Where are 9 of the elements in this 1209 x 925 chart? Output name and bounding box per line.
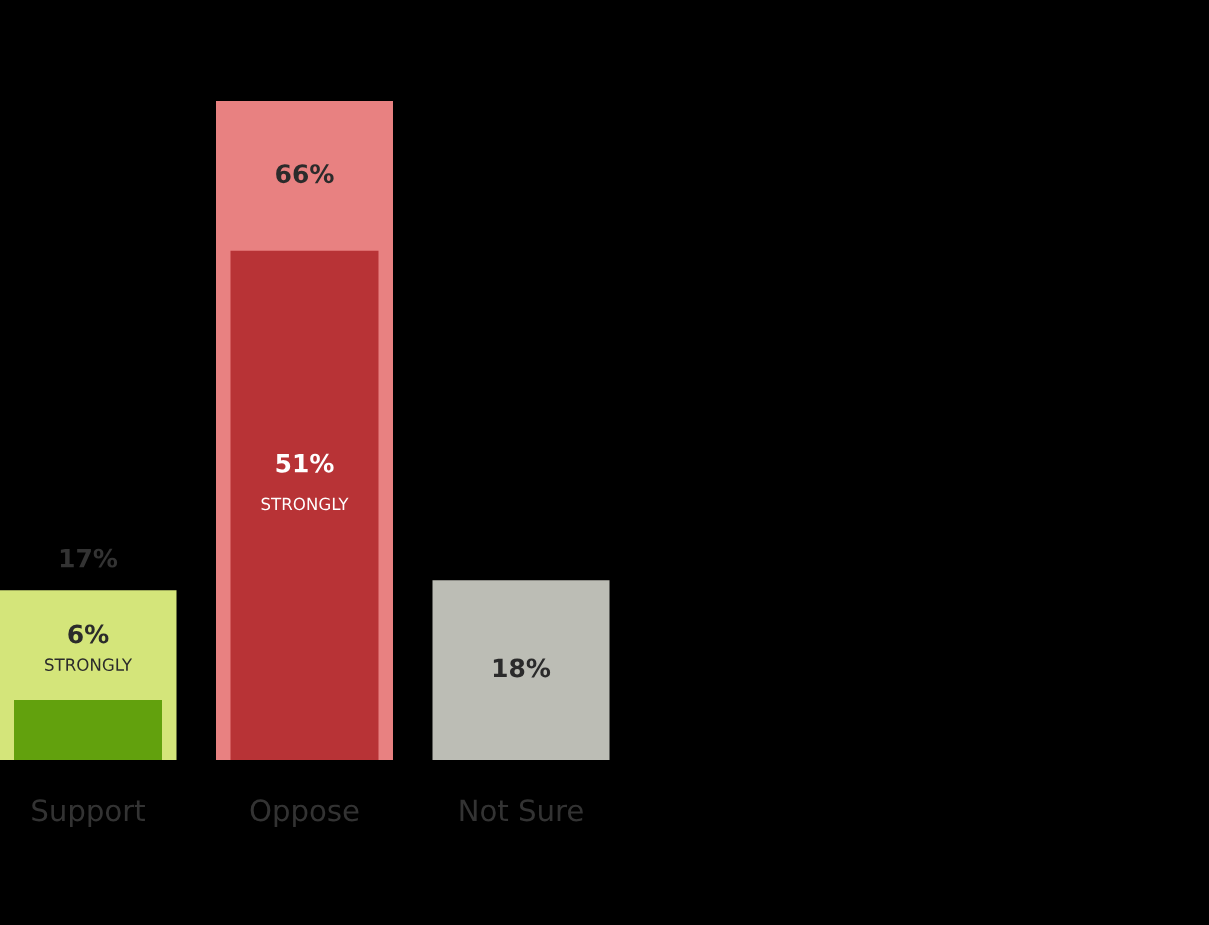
data-label: 66%: [276, 164, 334, 184]
data-label: 51%: [276, 453, 334, 473]
bar: [432, 580, 610, 760]
data-label: 6%: [68, 624, 109, 644]
data-label: 18%: [493, 658, 551, 678]
bar: [230, 250, 379, 760]
text: STRONGLY: [261, 497, 349, 511]
series-label: STRONGLY: [45, 658, 133, 671]
bar: [14, 700, 162, 760]
